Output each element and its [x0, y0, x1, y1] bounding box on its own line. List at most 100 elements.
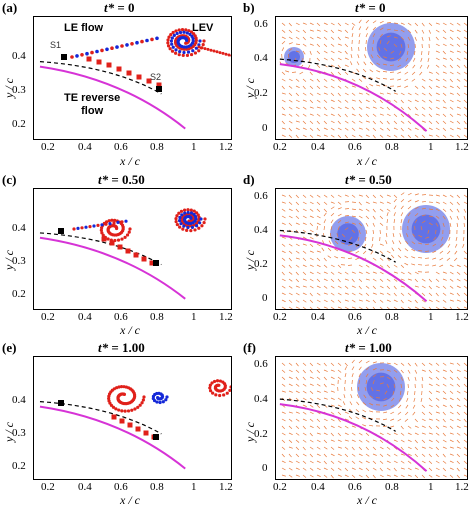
velocity-arrow [365, 120, 370, 123]
velocity-arrow [323, 467, 328, 471]
lev-red-particle [114, 407, 118, 411]
velocity-arrow [442, 425, 447, 428]
velocity-arrow [347, 264, 353, 266]
velocity-arrow [358, 120, 363, 124]
velocity-arrow [337, 43, 342, 46]
velocity-arrow [411, 263, 416, 266]
velocity-arrow [299, 71, 304, 75]
lev-red-particle [184, 28, 188, 32]
velocity-arrow [350, 54, 353, 59]
s2-marker [153, 434, 159, 440]
panel-f-label: (f) [243, 340, 256, 355]
velocity-arrow [407, 292, 412, 296]
velocity-arrow [428, 376, 433, 380]
velocity-arrow [344, 64, 349, 67]
velocity-arrow [456, 43, 461, 47]
velocity-arrow [369, 410, 374, 413]
le-flow-particle [108, 222, 112, 226]
velocity-arrow [463, 418, 467, 423]
velocity-arrow [463, 43, 467, 46]
velocity-arrow [456, 390, 461, 394]
velocity-arrow [435, 92, 440, 95]
velocity-arrow [393, 467, 397, 472]
velocity-arrow [435, 306, 440, 309]
velocity-arrow [316, 292, 321, 296]
velocity-arrow [372, 278, 377, 282]
velocity-arrow [449, 390, 454, 394]
velocity-arrow [386, 467, 391, 471]
velocity-arrow [378, 47, 381, 52]
velocity-arrow [337, 106, 342, 110]
velocity-arrow [379, 278, 384, 282]
velocity-arrow [295, 215, 300, 219]
velocity-arrow [421, 106, 426, 110]
velocity-arrow [316, 285, 321, 289]
velocity-arrow [344, 474, 349, 477]
velocity-arrow [336, 233, 339, 238]
velocity-arrow [463, 120, 467, 125]
y-axis-label: y / c [2, 250, 16, 270]
velocity-arrow [393, 383, 396, 388]
velocity-arrow [302, 474, 307, 478]
velocity-arrow [281, 292, 286, 295]
velocity-arrow [442, 383, 447, 387]
velocity-arrow [295, 36, 300, 40]
velocity-arrow [456, 271, 461, 275]
velocity-arrow [386, 453, 391, 457]
lev-red-particle [117, 408, 121, 412]
velocity-arrow [435, 57, 440, 61]
y-tick: 0.2 [12, 460, 26, 472]
velocity-arrow [400, 212, 404, 217]
velocity-arrow [281, 306, 286, 309]
x-tick: 1 [191, 481, 197, 493]
velocity-arrow [316, 369, 320, 374]
velocity-arrow [456, 215, 459, 220]
velocity-arrow [295, 446, 300, 451]
velocity-arrow [309, 285, 314, 289]
velocity-arrow [456, 22, 461, 26]
velocity-arrow [288, 299, 293, 303]
velocity-arrow [414, 362, 418, 367]
velocity-arrow [392, 390, 395, 395]
velocity-arrow [351, 85, 356, 88]
vortex-red-particle [203, 217, 207, 221]
velocity-arrow [432, 243, 437, 247]
velocity-arrow [372, 194, 377, 199]
panel-b: b) t* = 0 0.6 0.4 0.2 0 y / c 0.2 0.4 0.… [237, 0, 474, 170]
velocity-arrow [330, 50, 335, 54]
y-axis-label: y / c [243, 78, 257, 98]
velocity-arrow [295, 120, 300, 123]
velocity-arrow [407, 306, 412, 309]
lev-red-particle [125, 233, 130, 237]
s1-marker [58, 400, 64, 406]
x-tick: 1.2 [219, 481, 233, 493]
velocity-arrow [337, 467, 342, 471]
velocity-arrow [330, 404, 335, 407]
velocity-arrow [337, 432, 342, 437]
vortex-red-particle [208, 386, 212, 390]
velocity-arrow [385, 233, 388, 238]
velocity-arrow [449, 50, 454, 53]
lev-red-particle [168, 47, 172, 51]
velocity-arrow [302, 43, 307, 47]
velocity-arrow [323, 264, 328, 268]
lev-red-particle [194, 36, 198, 40]
velocity-arrow [337, 264, 342, 268]
velocity-arrow [379, 467, 383, 472]
velocity-arrow [323, 212, 327, 217]
velocity-arrow [393, 474, 398, 477]
velocity-arrow [442, 208, 447, 212]
velocity-arrow [463, 64, 467, 69]
velocity-arrow [407, 474, 412, 477]
velocity-arrow [442, 92, 447, 96]
velocity-arrow [323, 208, 327, 213]
velocity-arrow [407, 43, 410, 48]
le-flow-particle [135, 40, 139, 45]
velocity-arrow [421, 85, 426, 89]
velocity-arrow [442, 271, 447, 274]
velocity-arrow [386, 250, 391, 254]
velocity-arrow [421, 285, 426, 289]
velocity-arrow [428, 120, 433, 124]
velocity-arrow [376, 77, 381, 80]
velocity-arrow [379, 446, 384, 450]
